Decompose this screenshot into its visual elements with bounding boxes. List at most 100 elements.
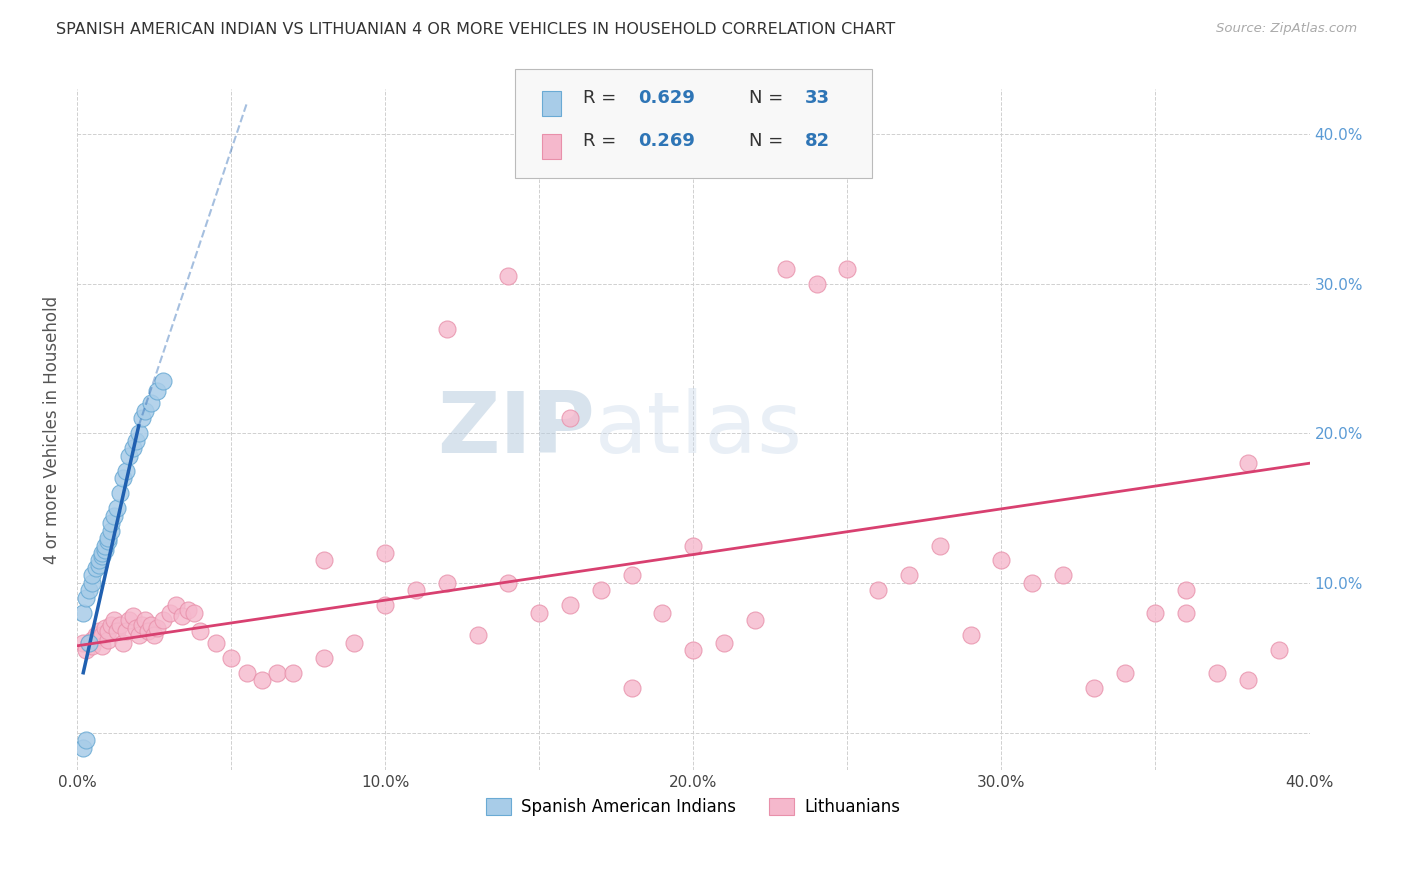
Point: [837, 261, 859, 276]
Point: [128, 426, 150, 441]
Point: [100, 617, 122, 632]
Point: [90, 546, 112, 560]
Point: [146, 384, 169, 399]
Point: [82, 639, 104, 653]
Point: [312, 553, 335, 567]
Text: N =: N =: [749, 89, 789, 107]
Point: [775, 261, 797, 276]
Text: ZIP: ZIP: [437, 388, 595, 471]
Point: [82, 576, 104, 591]
Point: [928, 539, 950, 553]
Point: [990, 553, 1012, 567]
Point: [1021, 576, 1043, 591]
Point: [131, 617, 153, 632]
Point: [100, 524, 122, 538]
Point: [188, 624, 211, 638]
Point: [1144, 606, 1167, 620]
Point: [72, 740, 94, 755]
Point: [143, 628, 166, 642]
Point: [79, 636, 101, 650]
Text: Source: ZipAtlas.com: Source: ZipAtlas.com: [1216, 22, 1357, 36]
Point: [82, 632, 104, 647]
Point: [159, 606, 181, 620]
Point: [134, 404, 156, 418]
Point: [146, 621, 169, 635]
Point: [124, 434, 146, 448]
Point: [94, 539, 117, 553]
Point: [115, 464, 138, 478]
Point: [250, 673, 273, 688]
Point: [97, 534, 120, 549]
Point: [1206, 665, 1229, 680]
Point: [103, 613, 125, 627]
Point: [1237, 456, 1260, 470]
Point: [90, 639, 112, 653]
Point: [75, 733, 97, 747]
Point: [103, 508, 125, 523]
Text: atlas: atlas: [595, 388, 803, 471]
Point: [620, 681, 643, 695]
Point: [105, 501, 128, 516]
Point: [105, 624, 128, 638]
Point: [436, 321, 458, 335]
Point: [177, 603, 200, 617]
Point: [170, 608, 193, 623]
Y-axis label: 4 or more Vehicles in Household: 4 or more Vehicles in Household: [44, 295, 60, 564]
Point: [134, 613, 156, 627]
Point: [94, 621, 117, 635]
Point: [436, 576, 458, 591]
Point: [744, 613, 766, 627]
Point: [112, 471, 135, 485]
Point: [204, 636, 226, 650]
Point: [94, 543, 117, 558]
Point: [121, 442, 143, 456]
Point: [1083, 681, 1105, 695]
Point: [79, 636, 101, 650]
Point: [467, 628, 489, 642]
Point: [87, 624, 110, 638]
Point: [343, 636, 366, 650]
Point: [589, 583, 612, 598]
Point: [183, 606, 205, 620]
Point: [72, 606, 94, 620]
Point: [84, 628, 107, 642]
Point: [100, 516, 122, 530]
Point: [90, 628, 112, 642]
Point: [79, 583, 101, 598]
Point: [165, 599, 187, 613]
Point: [682, 643, 704, 657]
Point: [97, 632, 120, 647]
Point: [620, 568, 643, 582]
Point: [682, 539, 704, 553]
Point: [529, 606, 551, 620]
FancyBboxPatch shape: [541, 134, 561, 160]
FancyBboxPatch shape: [541, 91, 561, 117]
Point: [713, 636, 735, 650]
Legend: Spanish American Indians, Lithuanians: Spanish American Indians, Lithuanians: [479, 791, 907, 823]
Text: R =: R =: [583, 132, 621, 150]
Point: [1175, 583, 1198, 598]
Point: [498, 269, 520, 284]
Point: [97, 624, 120, 638]
Point: [84, 561, 107, 575]
Point: [806, 277, 828, 291]
Point: [118, 449, 141, 463]
Point: [266, 665, 288, 680]
Text: SPANISH AMERICAN INDIAN VS LITHUANIAN 4 OR MORE VEHICLES IN HOUSEHOLD CORRELATIO: SPANISH AMERICAN INDIAN VS LITHUANIAN 4 …: [56, 22, 896, 37]
Point: [139, 617, 162, 632]
Text: N =: N =: [749, 132, 789, 150]
Point: [1237, 673, 1260, 688]
Point: [558, 411, 581, 425]
FancyBboxPatch shape: [515, 69, 872, 178]
Point: [1267, 643, 1289, 657]
Point: [374, 599, 396, 613]
Point: [128, 628, 150, 642]
Text: 82: 82: [804, 132, 830, 150]
Text: R =: R =: [583, 89, 621, 107]
Point: [558, 599, 581, 613]
Point: [651, 606, 673, 620]
Point: [1175, 606, 1198, 620]
Point: [110, 617, 132, 632]
Point: [136, 624, 159, 638]
Point: [374, 546, 396, 560]
